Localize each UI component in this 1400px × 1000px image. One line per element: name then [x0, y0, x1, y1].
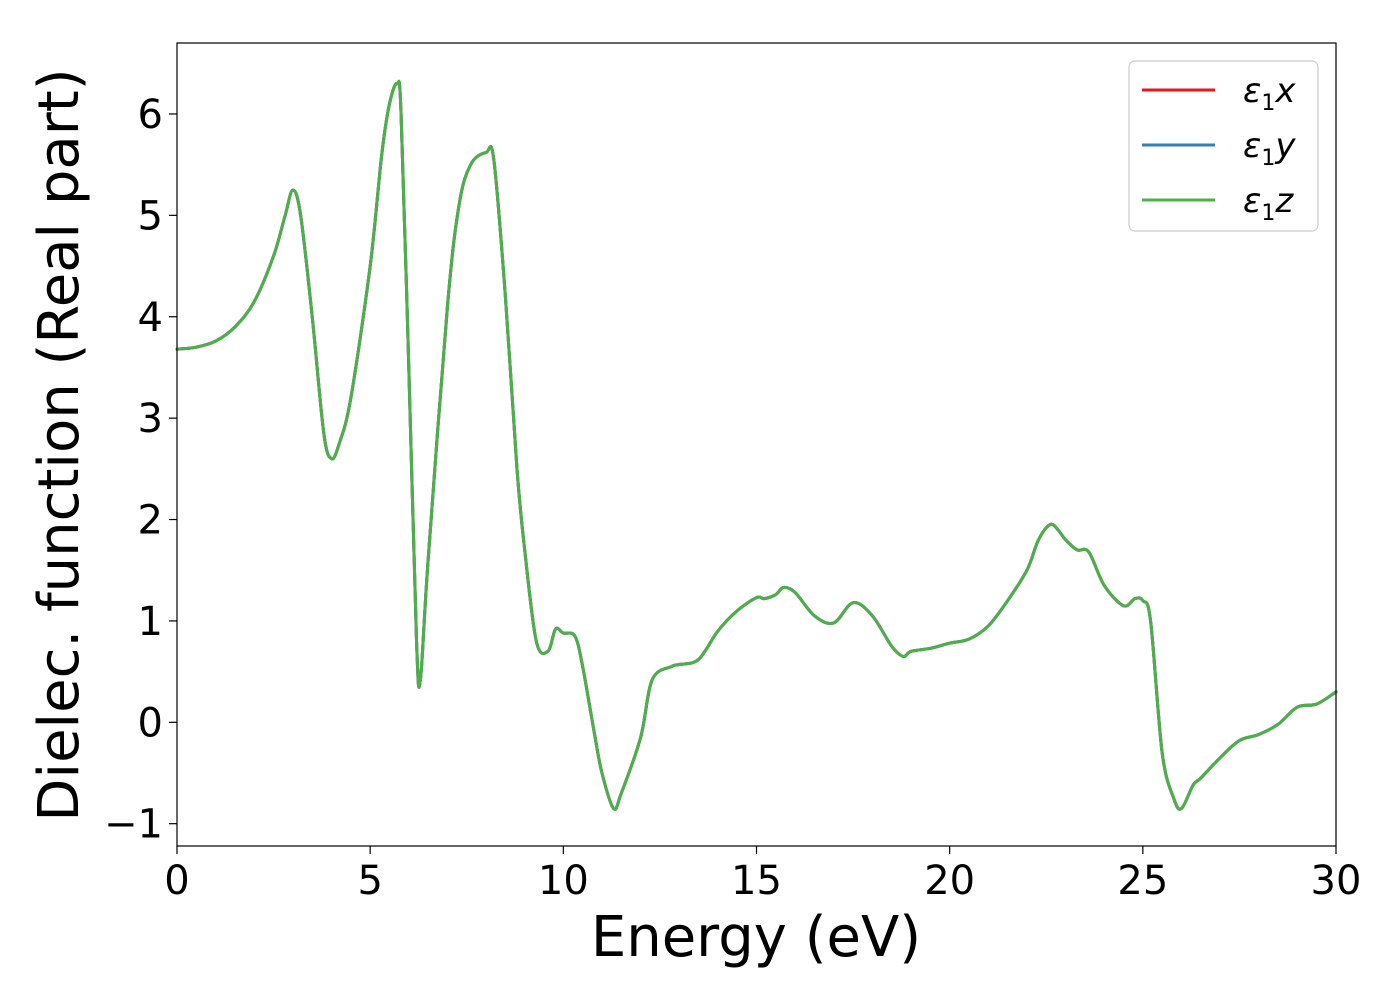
x-tick-label: 15 — [731, 858, 782, 904]
x-tick-label: 5 — [357, 858, 382, 904]
x-tick-label: 10 — [538, 858, 589, 904]
legend-subscript: 1 — [1261, 146, 1275, 171]
legend-subscript: 1 — [1261, 201, 1275, 226]
y-tick-label: 3 — [138, 396, 163, 442]
y-tick-label: 4 — [138, 295, 163, 341]
series-layer — [175, 79, 1338, 811]
legend-symbol: ε — [1243, 126, 1261, 166]
x-axis-ticks: 0 5 10 15 20 25 30 — [164, 846, 1361, 904]
legend-box — [1128, 60, 1319, 232]
x-tick-label: 20 — [924, 858, 975, 904]
legend-suffix: z — [1274, 181, 1294, 221]
y-tick-label: −1 — [104, 802, 163, 848]
y-tick-label: 2 — [138, 498, 163, 544]
y-axis-ticks: −1 0 1 2 3 4 5 6 — [104, 92, 177, 848]
series-line-z — [175, 79, 1338, 811]
legend-suffix: x — [1274, 71, 1296, 111]
y-tick-label: 1 — [138, 599, 163, 645]
legend-symbol: ε — [1243, 181, 1261, 221]
legend-label-y: ε1y — [1243, 126, 1296, 171]
legend-label-x: ε1x — [1243, 71, 1296, 116]
y-axis-title: Dielec. function (Real part) — [27, 68, 92, 821]
legend-symbol: ε — [1243, 71, 1261, 111]
x-tick-label: 0 — [164, 858, 189, 904]
y-tick-label: 5 — [138, 193, 163, 239]
legend-label-z: ε1z — [1243, 181, 1294, 226]
x-tick-label: 25 — [1117, 858, 1168, 904]
x-tick-label: 30 — [1311, 858, 1362, 904]
x-axis-title: Energy (eV) — [591, 905, 921, 970]
y-tick-label: 0 — [138, 700, 163, 746]
y-tick-label: 6 — [138, 92, 163, 138]
legend-subscript: 1 — [1261, 91, 1275, 116]
legend-suffix: y — [1274, 126, 1296, 166]
